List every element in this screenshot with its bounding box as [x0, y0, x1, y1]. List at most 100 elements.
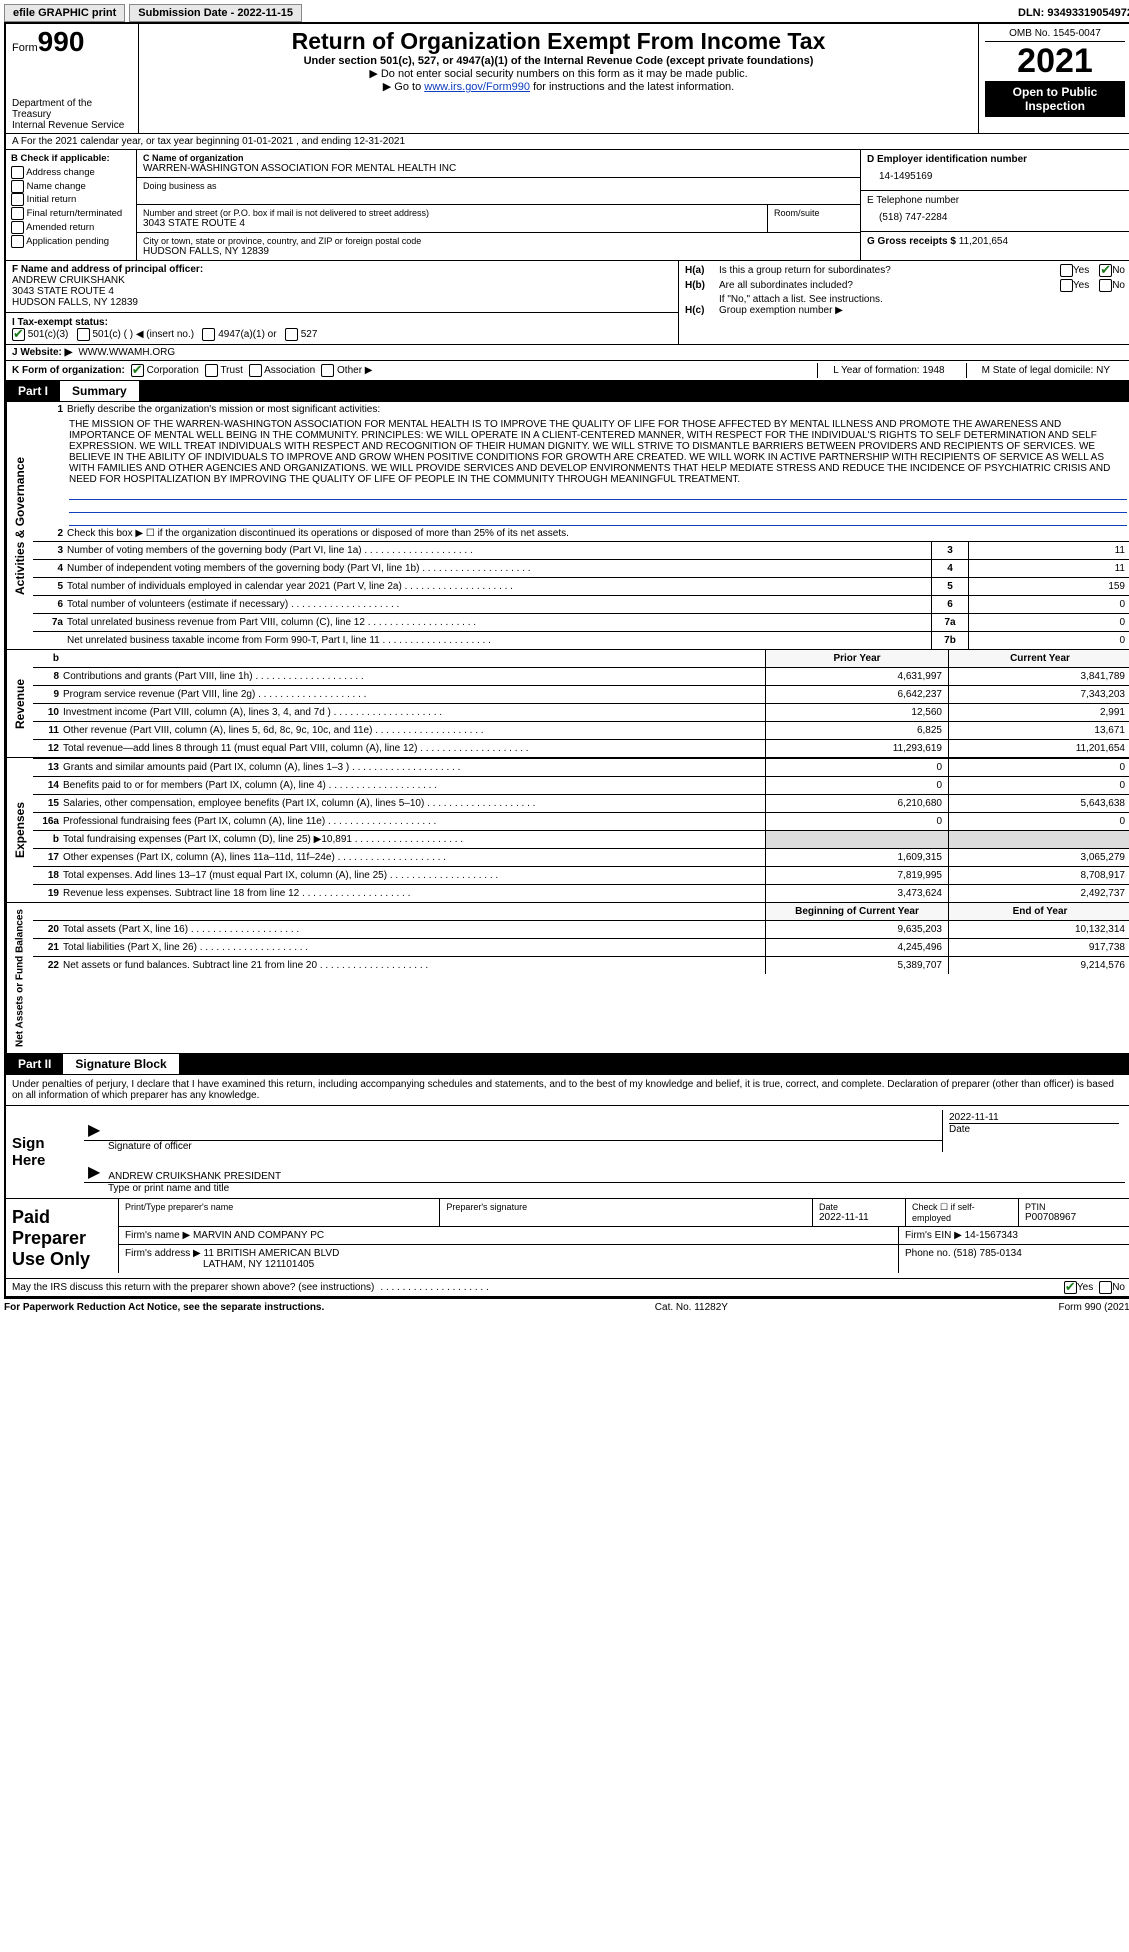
data-line: 12 Total revenue—add lines 8 through 11 …: [33, 739, 1129, 757]
ein-label: D Employer identification number: [867, 154, 1125, 165]
city-label: City or town, state or province, country…: [143, 236, 854, 246]
data-line: 20 Total assets (Part X, line 16) 9,635,…: [33, 920, 1129, 938]
hb-yes-checkbox[interactable]: [1060, 279, 1073, 292]
gov-line: 6 Total number of volunteers (estimate i…: [33, 595, 1129, 613]
vlabel-governance: Activities & Governance: [6, 402, 33, 649]
instr-link[interactable]: www.irs.gov/Form990: [424, 81, 530, 93]
data-line: 22 Net assets or fund balances. Subtract…: [33, 956, 1129, 974]
firm-ein: 14-1567343: [965, 1230, 1018, 1241]
hb-label: H(b): [685, 280, 719, 291]
begin-year-header: Beginning of Current Year: [765, 903, 948, 920]
527-checkbox[interactable]: [285, 328, 298, 341]
501c-checkbox[interactable]: [77, 328, 90, 341]
street-label: Number and street (or P.O. box if mail i…: [143, 208, 761, 218]
data-line: 16a Professional fundraising fees (Part …: [33, 812, 1129, 830]
ha-yes-checkbox[interactable]: [1060, 264, 1073, 277]
sig-date-label: Date: [949, 1124, 1119, 1135]
open-inspection: Open to Public Inspection: [985, 81, 1125, 117]
discuss-no-checkbox[interactable]: [1099, 1281, 1112, 1294]
current-year-header: Current Year: [948, 650, 1129, 667]
part2-title: Signature Block: [63, 1054, 178, 1074]
data-line: 18 Total expenses. Add lines 13–17 (must…: [33, 866, 1129, 884]
firm-phone-label: Phone no.: [905, 1248, 951, 1259]
data-line: 8 Contributions and grants (Part VIII, l…: [33, 667, 1129, 685]
part1-title: Summary: [60, 381, 139, 401]
street-value: 3043 STATE ROUTE 4: [143, 218, 761, 229]
hb-no-checkbox[interactable]: [1099, 279, 1112, 292]
data-line: 19 Revenue less expenses. Subtract line …: [33, 884, 1129, 902]
data-line: 10 Investment income (Part VIII, column …: [33, 703, 1129, 721]
gov-line: 3 Number of voting members of the govern…: [33, 541, 1129, 559]
form-footer: Form 990 (2021): [1059, 1302, 1129, 1313]
ha-text: Is this a group return for subordinates?: [719, 265, 891, 276]
tax-exempt-label: I Tax-exempt status:: [12, 317, 108, 328]
vlabel-expenses: Expenses: [6, 758, 33, 902]
final-return-checkbox[interactable]: [11, 207, 24, 220]
self-employed: Check ☐ if self-employed: [905, 1199, 1018, 1226]
prep-date-label: Date: [819, 1202, 899, 1212]
other-checkbox[interactable]: [321, 364, 334, 377]
officer-label: F Name and address of principal officer:: [12, 264, 672, 275]
officer-name-title: ANDREW CRUIKSHANK PRESIDENT: [108, 1171, 281, 1182]
hb-text: Are all subordinates included?: [719, 280, 853, 291]
firm-name: MARVIN AND COMPANY PC: [193, 1230, 324, 1241]
col-b-checkboxes: B Check if applicable: Address change Na…: [6, 150, 137, 260]
org-name-label: C Name of organization: [143, 153, 854, 163]
firm-addr-label: Firm's address ▶: [125, 1248, 201, 1259]
discuss-text: May the IRS discuss this return with the…: [12, 1282, 374, 1293]
prior-year-header: Prior Year: [765, 650, 948, 667]
hc-label: H(c): [685, 305, 719, 316]
sig-date-value: 2022-11-11: [949, 1112, 1119, 1123]
ha-no-checkbox[interactable]: [1099, 264, 1112, 277]
firm-phone: (518) 785-0134: [953, 1248, 1021, 1259]
submission-date-button[interactable]: Submission Date - 2022-11-15: [129, 4, 302, 22]
data-line: 13 Grants and similar amounts paid (Part…: [33, 758, 1129, 776]
gross-label: G Gross receipts $: [867, 236, 956, 247]
tax-year: 2021: [985, 42, 1125, 81]
irs-label: Internal Revenue Service: [12, 120, 132, 131]
trust-checkbox[interactable]: [205, 364, 218, 377]
type-print-label: Type or print name and title: [84, 1183, 1125, 1194]
gov-line: 5 Total number of individuals employed i…: [33, 577, 1129, 595]
initial-return-checkbox[interactable]: [11, 193, 24, 206]
corp-checkbox[interactable]: [131, 364, 144, 377]
data-line: b Total fundraising expenses (Part IX, c…: [33, 830, 1129, 848]
line1-label: Briefly describe the organization's miss…: [67, 404, 1127, 415]
data-line: 11 Other revenue (Part VIII, column (A),…: [33, 721, 1129, 739]
instr-goto-post: for instructions and the latest informat…: [530, 81, 734, 93]
gov-line: 4 Number of independent voting members o…: [33, 559, 1129, 577]
amended-checkbox[interactable]: [11, 221, 24, 234]
501c3-checkbox[interactable]: [12, 328, 25, 341]
name-change-checkbox[interactable]: [11, 180, 24, 193]
dba-label: Doing business as: [143, 181, 854, 191]
form-subtitle: Under section 501(c), 527, or 4947(a)(1)…: [145, 55, 972, 67]
paid-preparer-label: Paid Preparer Use Only: [6, 1199, 118, 1278]
vlabel-revenue: Revenue: [6, 650, 33, 757]
assoc-checkbox[interactable]: [249, 364, 262, 377]
dln-label: DLN: 93493319054972: [1018, 7, 1129, 19]
city-value: HUDSON FALLS, NY 12839: [143, 246, 854, 257]
application-pending-checkbox[interactable]: [11, 235, 24, 248]
form-title: Return of Organization Exempt From Incom…: [145, 28, 972, 55]
form-org-label: K Form of organization:: [12, 365, 125, 376]
penalties-text: Under penalties of perjury, I declare th…: [6, 1074, 1129, 1105]
discuss-yes-checkbox[interactable]: [1064, 1281, 1077, 1294]
ptin-label: PTIN: [1025, 1202, 1125, 1212]
4947-checkbox[interactable]: [202, 328, 215, 341]
form-number: 990: [38, 26, 85, 57]
firm-addr2: LATHAM, NY 121101405: [125, 1259, 892, 1270]
addr-change-checkbox[interactable]: [11, 166, 24, 179]
dept-label: Department of the Treasury: [12, 98, 132, 120]
prep-name-label: Print/Type preparer's name: [125, 1202, 433, 1212]
part2-num: Part II: [6, 1054, 63, 1074]
gov-line: Net unrelated business taxable income fr…: [33, 631, 1129, 649]
data-line: 21 Total liabilities (Part X, line 26) 4…: [33, 938, 1129, 956]
end-year-header: End of Year: [948, 903, 1129, 920]
form-word: Form: [12, 42, 38, 54]
arrow-icon: ▶: [88, 1162, 100, 1182]
row-a-taxyear: A For the 2021 calendar year, or tax yea…: [5, 134, 1129, 150]
room-label: Room/suite: [774, 208, 854, 218]
firm-addr1: 11 BRITISH AMERICAN BLVD: [204, 1248, 340, 1259]
efile-print-button[interactable]: efile GRAPHIC print: [4, 4, 125, 22]
omb-number: OMB No. 1545-0047: [985, 26, 1125, 42]
